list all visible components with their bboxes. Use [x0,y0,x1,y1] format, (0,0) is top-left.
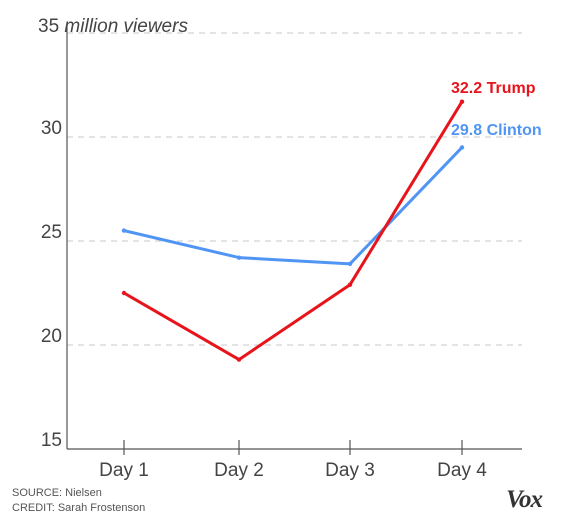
series-line-clinton [122,145,464,266]
data-point-clinton [236,255,242,260]
y-tick-label: 35 million viewers [38,16,188,37]
data-point-trump [236,357,242,362]
series-line-trump [122,100,464,362]
data-point-clinton [347,261,353,267]
y-tick-label: 20 [41,326,62,347]
source-note: SOURCE: Nielsen [12,487,102,499]
x-tick-label: Day 1 [99,460,149,481]
x-tick-label: Day 2 [214,460,264,481]
series-label-clinton: 29.8 Clinton [451,122,542,139]
series-label-trump: 32.2 Trump [451,80,536,97]
data-point-trump [459,99,465,104]
y-tick-label: 15 [41,430,62,451]
data-point-clinton [459,145,465,150]
axes [66,25,522,455]
x-tick-label: Day 3 [325,460,375,481]
x-tick-labels: Day 1 Day 2 Day 3 Day 4 [99,460,487,481]
y-tick-label: 30 [41,118,62,139]
data-point-clinton [121,228,127,233]
data-point-trump [347,282,353,287]
x-tick-label: Day 4 [437,460,487,481]
y-tick-labels: 15 20 25 30 35 million viewers [38,16,188,451]
series-lines [121,99,465,362]
grid-lines [67,32,522,346]
credit-note: CREDIT: Sarah Frostenson [12,502,146,514]
series-end-labels: 32.2 Trump 29.8 Clinton [451,80,542,139]
y-tick-label: 25 [41,222,62,243]
data-point-trump [121,290,127,296]
vox-logo: Vox [506,486,543,513]
